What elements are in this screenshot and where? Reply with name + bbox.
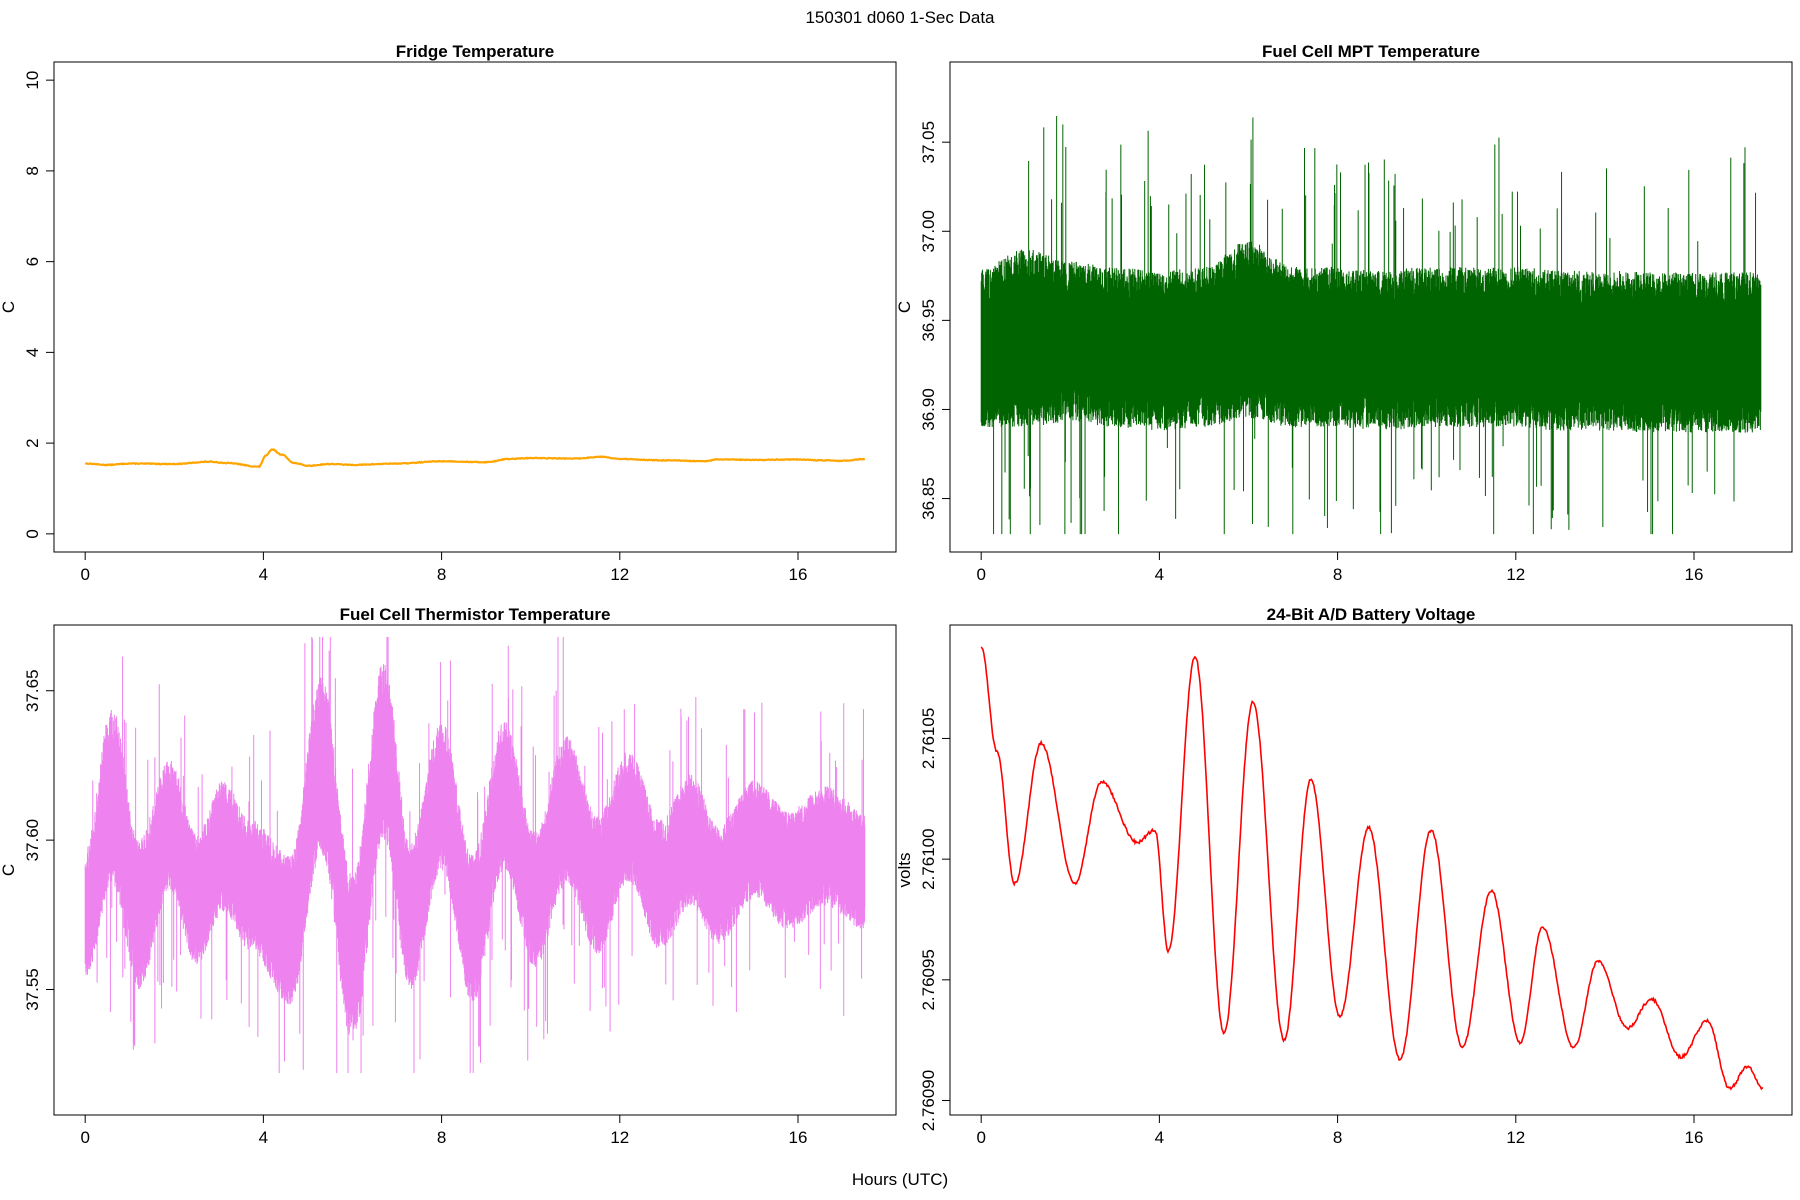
x-tick-label: 12 [610,565,629,584]
plot-area [980,646,1764,1091]
series-line [980,646,1764,1091]
y-tick-label: 4 [23,348,42,357]
x-tick-label: 0 [80,565,89,584]
x-tick-label: 12 [610,1128,629,1147]
panel-fridge-temperature: Fridge Temperature C 0 4 8 12 16 0 2 4 6 8 10 [0,42,897,584]
plot-area [84,636,866,1074]
plot-area [84,448,866,469]
x-tick-label: 16 [1685,565,1704,584]
panel-battery-voltage: 24-Bit A/D Battery Voltage volts 0 4 8 12 16 2.… [895,605,1793,1147]
panel-fuel-cell-thermistor-temperature: Fuel Cell Thermistor Temperature C 0 4 8 12 16… [0,605,897,1147]
x-tick-label: 8 [1333,1128,1342,1147]
y-tick-label: 2 [23,438,42,447]
panel-title: Fridge Temperature [396,42,554,61]
x-tick-label: 4 [1155,1128,1164,1147]
plot-frame [53,624,897,1116]
series-line [84,448,866,469]
x-tick-label: 8 [437,1128,446,1147]
y-tick-label: 2.76100 [919,828,938,889]
y-tick-label: 2.76095 [919,949,938,1010]
panel-title: Fuel Cell MPT Temperature [1262,42,1480,61]
x-tick-label: 0 [976,1128,985,1147]
x-tick-label: 12 [1506,1128,1525,1147]
y-tick-label: 10 [23,71,42,90]
y-tick-label: 36.85 [919,477,938,520]
y-tick-label: 36.95 [919,299,938,342]
x-tick-label: 8 [1333,565,1342,584]
y-tick-label: 37.05 [919,121,938,164]
plot-frame [949,61,1793,553]
y-tick-label: 8 [23,166,42,175]
panel-title: Fuel Cell Thermistor Temperature [340,605,611,624]
x-tick-label: 12 [1506,565,1525,584]
figure-title: 150301 d060 1-Sec Data [805,8,995,27]
x-tick-label: 4 [259,1128,268,1147]
x-tick-label: 16 [789,1128,808,1147]
x-tick-label: 16 [789,565,808,584]
figure-x-axis-label: Hours (UTC) [852,1170,948,1189]
y-tick-label: 36.90 [919,388,938,431]
x-tick-label: 8 [437,565,446,584]
y-tick-label: 37.55 [23,968,42,1011]
y-axis-label: C [0,301,18,313]
y-tick-label: 37.65 [23,669,42,712]
series-noise-trace [84,636,866,1074]
series-noise-trace [980,115,1762,535]
x-tick-label: 0 [80,1128,89,1147]
y-axis-label: C [895,301,914,313]
x-tick-label: 4 [1155,565,1164,584]
y-tick-label: 37.60 [23,819,42,862]
y-tick-label: 0 [23,529,42,538]
x-tick-label: 16 [1685,1128,1704,1147]
y-tick-label: 2.76105 [919,708,938,769]
plot-area [980,115,1762,535]
x-tick-label: 4 [259,565,268,584]
y-tick-label: 2.76090 [919,1070,938,1131]
y-axis-label: C [0,864,18,876]
x-tick-label: 0 [976,565,985,584]
y-tick-label: 37.00 [919,210,938,253]
y-tick-label: 6 [23,257,42,266]
y-axis-label: volts [895,853,914,888]
panel-title: 24-Bit A/D Battery Voltage [1267,605,1476,624]
panel-fuel-cell-mpt-temperature: Fuel Cell MPT Temperature C 0 4 8 12 16 36.85 36… [895,42,1793,584]
plot-frame [949,624,1793,1116]
plot-frame [53,61,897,553]
